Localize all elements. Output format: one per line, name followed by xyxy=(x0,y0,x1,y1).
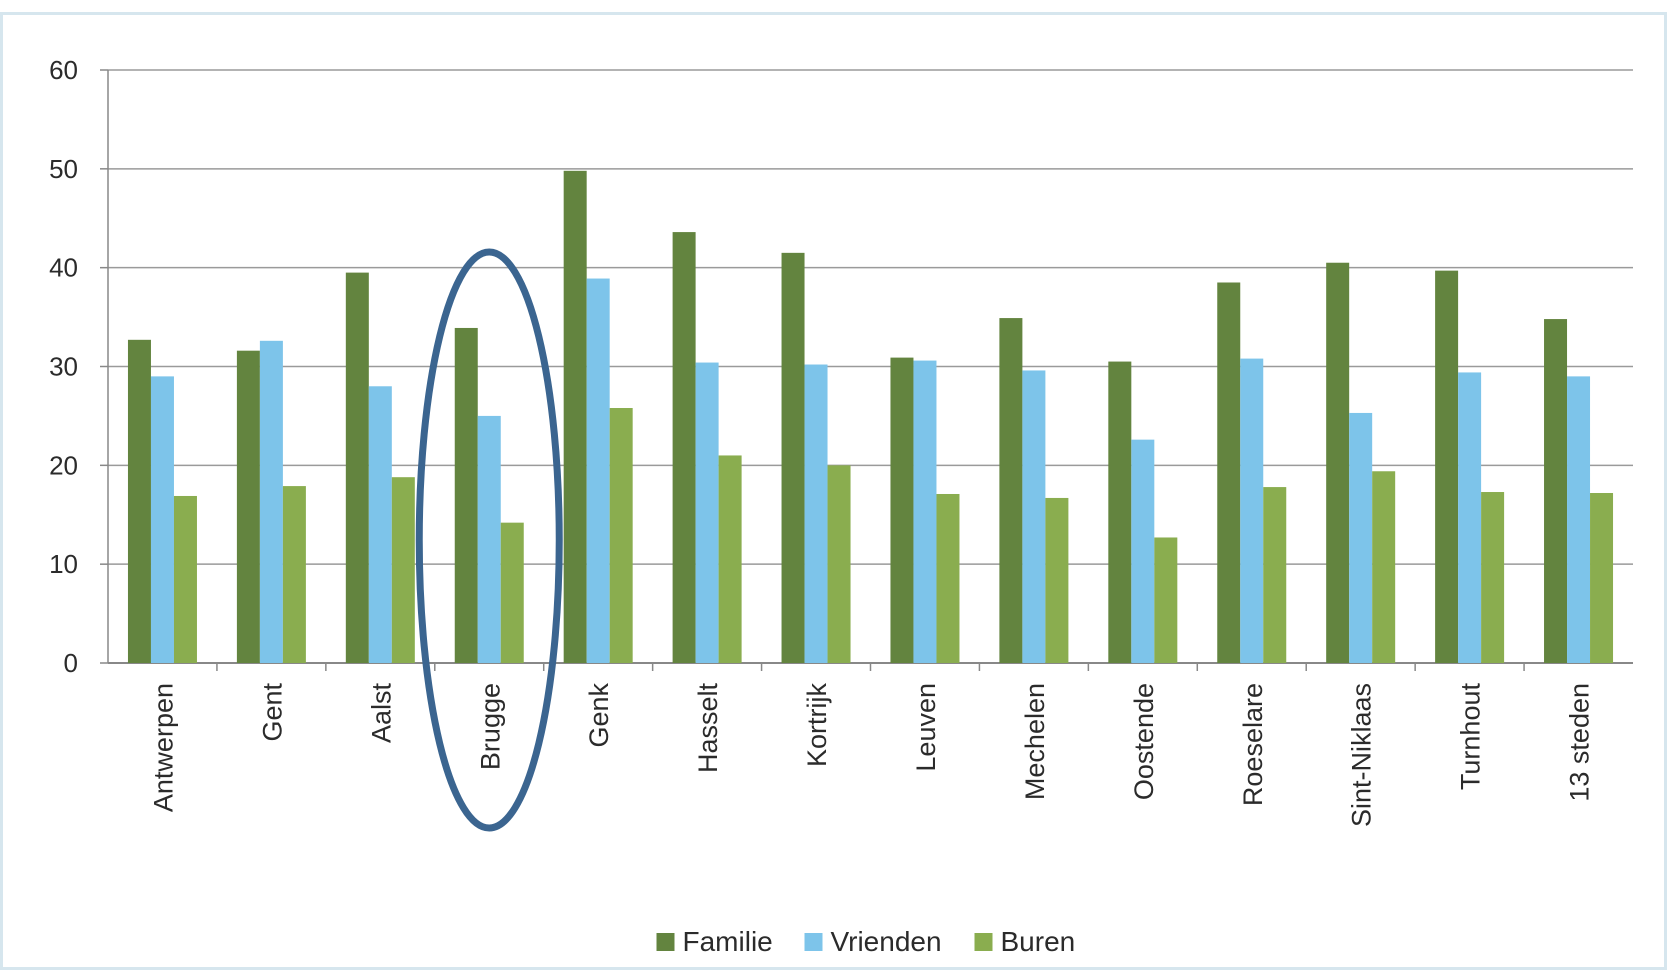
legend-label-familie: Familie xyxy=(683,926,773,957)
bar-vrienden-roeselare xyxy=(1240,358,1264,663)
y-tick-labels: 0 10 20 30 40 50 60 xyxy=(49,55,78,678)
highlight-annotation xyxy=(415,248,563,832)
bar-vrienden-kortrijk xyxy=(804,364,828,663)
bar-buren-antwerpen xyxy=(173,495,197,663)
bar-familie-13-steden xyxy=(1544,319,1568,663)
legend-label-vrienden: Vrienden xyxy=(831,926,942,957)
bars xyxy=(127,170,1614,663)
bar-vrienden-gent xyxy=(259,340,283,663)
y-tick-label: 50 xyxy=(49,154,78,184)
y-tick-label: 10 xyxy=(49,549,78,579)
x-tick-label: Mechelen xyxy=(1020,683,1050,800)
x-tick-label: Sint-Niklaas xyxy=(1347,683,1377,827)
bar-buren-hasselt xyxy=(718,455,742,663)
bar-familie-genk xyxy=(563,170,587,663)
bar-vrienden-brugge xyxy=(477,415,501,663)
chart-frame: 0 10 20 30 40 50 60 Antwerpen Gent Aalst Brugge Ge… xyxy=(0,12,1667,970)
x-tick-label: Genk xyxy=(584,683,614,748)
bar-familie-hasselt xyxy=(672,232,696,663)
bar-familie-sint-niklaas xyxy=(1326,262,1350,663)
y-tick-label: 30 xyxy=(49,352,78,382)
x-tick-label: Roeselare xyxy=(1238,683,1268,806)
bar-buren-brugge xyxy=(500,522,524,663)
bar-vrienden-genk xyxy=(586,278,610,663)
bar-vrienden-hasselt xyxy=(695,362,719,663)
bar-vrienden-13-steden xyxy=(1567,376,1591,663)
legend-swatch-vrienden xyxy=(804,933,823,951)
y-tick-label: 60 xyxy=(49,55,78,85)
legend-label-buren: Buren xyxy=(1001,926,1076,957)
bar-familie-leuven xyxy=(890,357,914,663)
x-tick-label: Hasselt xyxy=(693,683,723,774)
bar-vrienden-mechelen xyxy=(1022,370,1046,663)
bar-familie-kortrijk xyxy=(781,252,805,663)
x-tick-label: Leuven xyxy=(911,683,941,772)
y-tick-label: 20 xyxy=(49,450,78,480)
bar-vrienden-oostende xyxy=(1131,439,1155,663)
legend-swatch-familie xyxy=(656,933,675,951)
bar-buren-oostende xyxy=(1154,537,1178,663)
bar-familie-gent xyxy=(236,350,260,663)
x-tick-label: Gent xyxy=(257,683,287,742)
bar-buren-genk xyxy=(609,408,633,663)
bar-buren-mechelen xyxy=(1045,497,1069,663)
y-tick-label: 0 xyxy=(64,648,78,678)
legend-swatch-buren xyxy=(974,933,993,951)
legend: Familie Vrienden Buren xyxy=(656,926,1076,957)
bar-buren-13-steden xyxy=(1590,493,1614,663)
x-tick-label: 13 steden xyxy=(1565,683,1595,802)
bar-familie-aalst xyxy=(345,272,369,663)
x-tick-label: Aalst xyxy=(366,683,396,744)
bar-vrienden-aalst xyxy=(368,386,392,663)
bar-vrienden-leuven xyxy=(913,360,937,663)
bar-familie-roeselare xyxy=(1217,282,1241,663)
bar-buren-gent xyxy=(282,486,306,663)
bar-buren-kortrijk xyxy=(827,465,851,663)
bar-vrienden-antwerpen xyxy=(150,376,174,663)
y-tick-label: 40 xyxy=(49,253,78,283)
bar-vrienden-sint-niklaas xyxy=(1349,412,1373,663)
bar-buren-leuven xyxy=(936,493,960,663)
bar-buren-roeselare xyxy=(1263,487,1287,663)
bar-chart: 0 10 20 30 40 50 60 Antwerpen Gent Aalst Brugge Ge… xyxy=(49,55,1633,957)
bar-familie-turnhout xyxy=(1435,270,1459,663)
bar-familie-mechelen xyxy=(999,318,1023,663)
bar-vrienden-turnhout xyxy=(1458,372,1482,663)
bar-familie-antwerpen xyxy=(127,339,151,663)
bar-buren-aalst xyxy=(391,477,415,663)
highlight-ellipse xyxy=(415,248,563,832)
x-tick-label: Antwerpen xyxy=(148,683,178,812)
x-tick-label: Oostende xyxy=(1129,683,1159,800)
bar-buren-turnhout xyxy=(1481,492,1505,663)
x-tick-labels: Antwerpen Gent Aalst Brugge Genk Hasselt Kortr… xyxy=(148,683,1594,828)
x-tick-label: Kortrijk xyxy=(802,683,832,768)
bar-familie-oostende xyxy=(1108,361,1132,663)
bar-familie-brugge xyxy=(454,327,478,663)
axes xyxy=(100,69,1633,671)
x-tick-label: Turnhout xyxy=(1456,683,1486,791)
gridlines xyxy=(108,69,1633,565)
bar-buren-sint-niklaas xyxy=(1372,471,1396,663)
x-tick-label: Brugge xyxy=(475,683,505,770)
